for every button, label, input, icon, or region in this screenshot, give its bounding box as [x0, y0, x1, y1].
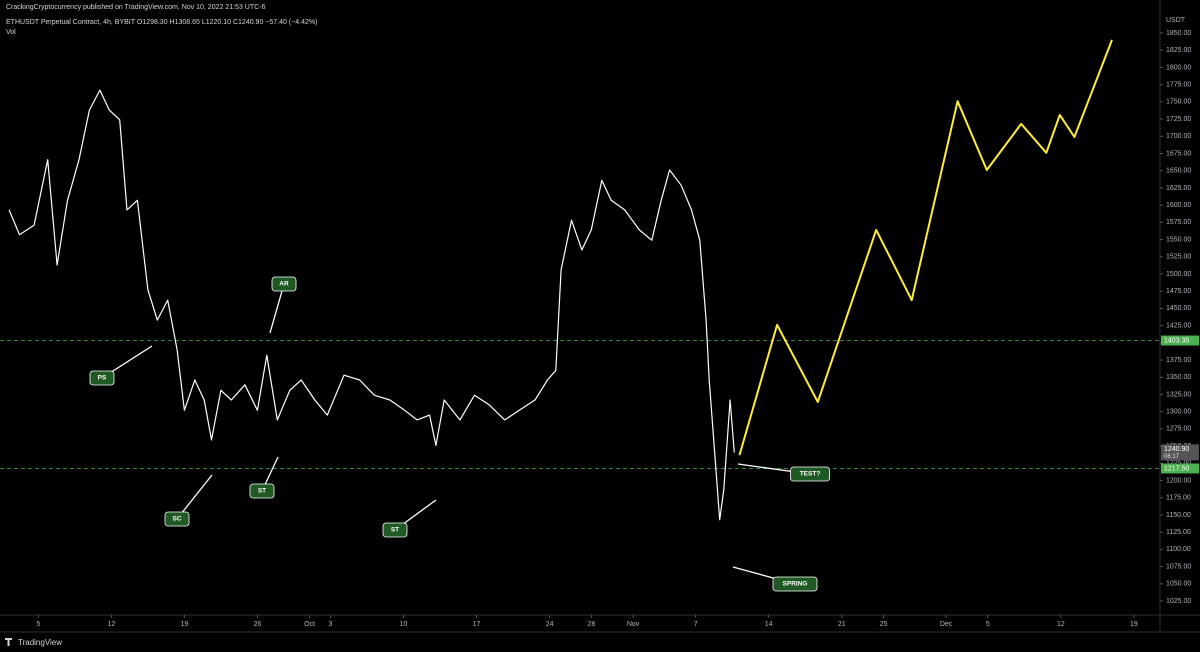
x-tick-label: 19 [1130, 621, 1138, 628]
countdown: 06:17 [1164, 454, 1180, 460]
y-tick-label: 1550.00 [1166, 236, 1191, 243]
price-line [738, 39, 1113, 456]
y-tick-label: 1075.00 [1166, 563, 1191, 570]
indicator: Vol [6, 29, 16, 36]
x-tick-label: Nov [627, 621, 640, 628]
callout-pointer [269, 283, 285, 334]
callout-box [790, 466, 830, 482]
y-tick-label: 1700.00 [1166, 133, 1191, 140]
x-tick-label: 3 [329, 621, 333, 628]
callout-box [772, 576, 818, 592]
y-tick-label: 1825.00 [1166, 47, 1191, 54]
price-label: 1240.90 [1164, 446, 1189, 453]
x-tick-label: 5 [986, 621, 990, 628]
callout-box [249, 483, 275, 499]
callout-label: PS [98, 375, 107, 382]
callout-label: TEST? [800, 471, 821, 478]
x-tick-label: 24 [546, 621, 554, 628]
y-tick-label: 1725.00 [1166, 116, 1191, 123]
y-tick-label: 1525.00 [1166, 254, 1191, 261]
x-tick-label: 19 [180, 621, 188, 628]
x-tick-label: 21 [838, 621, 846, 628]
x-tick-label: 12 [1057, 621, 1065, 628]
y-tick-label: 1275.00 [1166, 426, 1191, 433]
y-tick-label: 1050.00 [1166, 581, 1191, 588]
x-tick-label: 10 [400, 621, 408, 628]
callout-label: SC [172, 516, 181, 523]
y-tick-label: 1300.00 [1166, 409, 1191, 416]
callout-box [164, 511, 190, 527]
callout-label: SPRING [783, 581, 808, 588]
y-tick-label: 1600.00 [1166, 202, 1191, 209]
y-tick-label: 1625.00 [1166, 185, 1191, 192]
y-tick-label: 1450.00 [1166, 305, 1191, 312]
y-tick-label: 1800.00 [1166, 64, 1191, 71]
x-tick-label: Dec [940, 621, 953, 628]
x-tick-label: Oct [304, 621, 315, 628]
callout-label: ST [391, 527, 399, 534]
y-tick-label: 1350.00 [1166, 374, 1191, 381]
y-tick-label: 1650.00 [1166, 168, 1191, 175]
callout-label: ST [258, 488, 266, 495]
callout-box [382, 522, 408, 538]
x-tick-label: 17 [473, 621, 481, 628]
x-tick-label: 12 [107, 621, 115, 628]
callout-box [89, 370, 115, 386]
level-tag [1161, 463, 1199, 474]
y-tick-label: 1375.00 [1166, 357, 1191, 364]
y-tick-label: 1775.00 [1166, 81, 1191, 88]
brand: TradingView [18, 638, 62, 647]
y-tick-label: 1425.00 [1166, 322, 1191, 329]
y-tick-label: 1325.00 [1166, 391, 1191, 398]
callout-label: AR [279, 281, 289, 288]
legend: ETHUSDT Perpetual Contract, 4h, BYBIT O1… [6, 19, 317, 26]
publisher: CrackingCryptocurrency published on Trad… [6, 4, 266, 11]
x-tick-label: 5 [36, 621, 40, 628]
y-tick-label: 1125.00 [1166, 529, 1191, 536]
x-tick-label: 26 [254, 621, 262, 628]
y-tick-label: 1675.00 [1166, 150, 1191, 157]
callout-box [271, 276, 297, 292]
x-tick-label: 25 [880, 621, 888, 628]
x-tick-label: 28 [587, 621, 595, 628]
price-line [8, 89, 735, 521]
y-tick-label: 1025.00 [1166, 598, 1191, 605]
y-tick-label: 1200.00 [1166, 477, 1191, 484]
level-label: 1403.35 [1164, 337, 1189, 344]
y-tick-label: 1850.00 [1166, 30, 1191, 37]
x-tick-label: 14 [765, 621, 773, 628]
level-label: 1217.50 [1164, 465, 1189, 472]
y-unit: USDT [1166, 17, 1186, 24]
y-tick-label: 1100.00 [1166, 546, 1191, 553]
brand-logo [5, 638, 12, 646]
y-tick-label: 1500.00 [1166, 271, 1191, 278]
y-tick-label: 1175.00 [1166, 495, 1191, 502]
y-tick-label: 1475.00 [1166, 288, 1191, 295]
level-tag [1161, 335, 1199, 346]
y-tick-label: 1150.00 [1166, 512, 1191, 519]
y-tick-label: 1750.00 [1166, 99, 1191, 106]
y-tick-label: 1575.00 [1166, 219, 1191, 226]
price-tag [1161, 444, 1199, 461]
x-tick-label: 7 [694, 621, 698, 628]
